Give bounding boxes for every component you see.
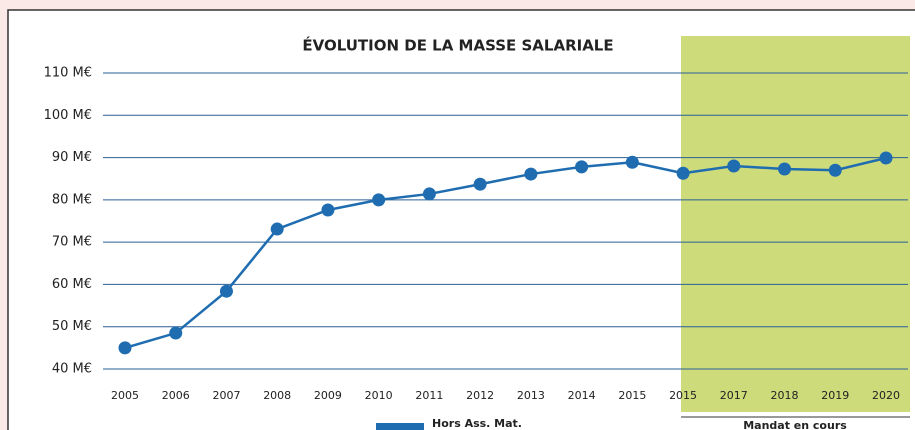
- data-point: [676, 166, 690, 180]
- data-point: [524, 167, 538, 181]
- data-point: [372, 193, 386, 207]
- data-point: [727, 159, 741, 173]
- y-tick-label: 70 M€: [52, 235, 92, 250]
- x-tick-label: 2019: [821, 389, 849, 402]
- data-point: [575, 160, 589, 174]
- data-point: [473, 177, 487, 191]
- data-point: [828, 163, 842, 177]
- x-tick-label: 2020: [872, 389, 900, 402]
- data-point: [270, 222, 284, 236]
- x-tick-label: 2011: [415, 389, 443, 402]
- y-tick-label: 60 M€: [52, 277, 92, 292]
- x-tick-label: 2013: [517, 389, 545, 402]
- y-tick-label: 90 M€: [52, 150, 92, 165]
- highlight-region: [681, 36, 910, 412]
- x-tick-label: 2015: [669, 389, 697, 402]
- data-point: [625, 155, 639, 169]
- x-tick-label: 2014: [568, 389, 596, 402]
- chart-title: ÉVOLUTION DE LA MASSE SALARIALE: [302, 36, 613, 55]
- x-tick-label: 2008: [263, 389, 291, 402]
- x-tick-label: 2017: [720, 389, 748, 402]
- x-tick-label: 2015: [618, 389, 646, 402]
- data-point: [321, 203, 335, 217]
- x-tick-label: 2005: [111, 389, 139, 402]
- x-tick-label: 2018: [771, 389, 799, 402]
- x-tick-label: 2009: [314, 389, 342, 402]
- y-tick-label: 100 M€: [44, 108, 92, 123]
- data-point: [879, 151, 893, 165]
- y-tick-label: 80 M€: [52, 192, 92, 207]
- x-tick-label: 2012: [466, 389, 494, 402]
- x-tick-label: 2006: [162, 389, 190, 402]
- data-point: [778, 162, 792, 176]
- y-tick-label: 110 M€: [44, 66, 92, 81]
- legend-label: Hors Ass. Mat.: [432, 417, 522, 430]
- annotation: Mandat en cours: [743, 419, 847, 430]
- y-tick-label: 40 M€: [52, 362, 92, 377]
- x-tick-label: 2010: [365, 389, 393, 402]
- x-tick-label: 2007: [212, 389, 240, 402]
- data-point: [219, 284, 233, 298]
- data-point: [118, 341, 132, 355]
- data-point: [422, 187, 436, 201]
- legend-swatch: [376, 423, 424, 430]
- y-tick-label: 50 M€: [52, 319, 92, 334]
- data-point: [169, 326, 183, 340]
- series-line: [124, 156, 887, 350]
